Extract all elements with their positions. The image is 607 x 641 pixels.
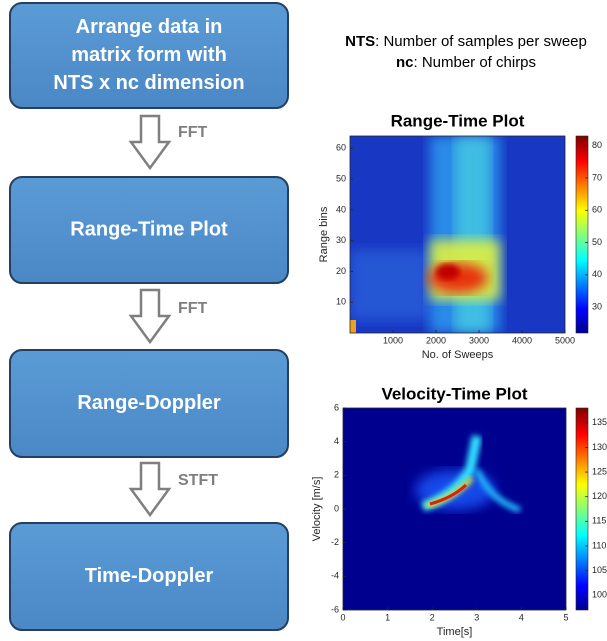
y-tick-label: 2 (334, 470, 339, 480)
x-axis-label: No. of Sweeps (422, 349, 494, 361)
axes-frame (349, 135, 566, 334)
heatmap (350, 136, 565, 333)
legend-entry: nc: Number of chirps (396, 54, 536, 71)
colorbar-tick-label: 70 (592, 172, 602, 182)
y-tick-label: 6 (334, 402, 339, 412)
y-tick-label: -6 (331, 604, 339, 614)
colorbar-tick-label: 100 (592, 590, 607, 600)
colorbar-tick-label: 130 (592, 442, 607, 452)
y-tick-label: 0 (334, 503, 339, 513)
y-tick-label: 30 (336, 235, 346, 245)
arrow-label: STFT (178, 472, 218, 489)
colorbar-tick-label: 135 (592, 417, 607, 427)
x-tick-label: 2 (430, 612, 435, 622)
colorbar-tick-label: 125 (592, 466, 607, 476)
colorbar-tick-label: 40 (592, 269, 602, 279)
arrow-shapes (128, 114, 172, 518)
y-axis-label: Velocity [m/s] (311, 477, 323, 542)
x-tick-label: 0 (340, 612, 345, 622)
plot-title: Velocity-Time Plot (381, 384, 527, 403)
y-tick-label: 4 (334, 436, 339, 446)
legend-definition: : Number of samples per sweep (375, 33, 587, 50)
y-tick-label: -2 (331, 537, 339, 547)
x-tick-label: 3 (474, 612, 479, 622)
x-axis-label: Time[s] (437, 626, 473, 638)
heatmap (343, 408, 566, 610)
colorbar-tick-label: 80 (592, 140, 602, 150)
box-label: Range-Doppler (77, 392, 221, 414)
y-tick-label: 10 (336, 297, 346, 307)
box-label: NTS x nc dimension (53, 72, 244, 94)
y-tick-label: -4 (331, 571, 339, 581)
x-tick-label: 1 (385, 612, 390, 622)
box-label: Time-Doppler (85, 565, 214, 587)
y-axis-label: Range bins (318, 206, 330, 262)
colorbar-tick-label: 60 (592, 205, 602, 215)
x-tick-label: 4000 (512, 335, 532, 345)
box-label: Range-Time Plot (70, 218, 228, 240)
arrow-label: FFT (178, 124, 208, 141)
x-tick-label: 4 (519, 612, 524, 622)
colorbar-tick-label: 105 (592, 565, 607, 575)
arrow-label: FFT (178, 300, 208, 317)
colorbar-tick-label: 120 (592, 491, 607, 501)
legend-term: nc (396, 54, 414, 71)
legend-term: NTS (345, 33, 375, 50)
box-label: Arrange data in (76, 16, 223, 38)
x-tick-label: 3000 (469, 335, 489, 345)
legend-entry: NTS: Number of samples per sweep (345, 33, 587, 50)
x-tick-label: 1000 (383, 335, 403, 345)
process-box (9, 522, 289, 631)
colorbar-tick-label: 115 (592, 516, 606, 526)
x-tick-label: 5 (563, 612, 568, 622)
legend-definition: : Number of chirps (413, 54, 536, 71)
x-tick-label: 2000 (426, 335, 446, 345)
y-tick-label: 60 (336, 143, 346, 153)
colorbar-tick-label: 30 (592, 302, 602, 312)
colorbar (575, 135, 589, 334)
process-box (9, 176, 289, 284)
box-label: matrix form with (71, 44, 227, 66)
colorbar-tick-label: 50 (592, 237, 602, 247)
x-tick-label: 5000 (555, 335, 575, 345)
process-box (9, 2, 289, 109)
y-tick-label: 50 (336, 173, 346, 183)
process-box (9, 349, 289, 458)
y-tick-label: 40 (336, 204, 346, 214)
colorbar-tick-label: 110 (592, 540, 606, 550)
plot-title: Range-Time Plot (391, 111, 525, 130)
y-tick-label: 20 (336, 266, 346, 276)
colorbar (575, 407, 589, 611)
